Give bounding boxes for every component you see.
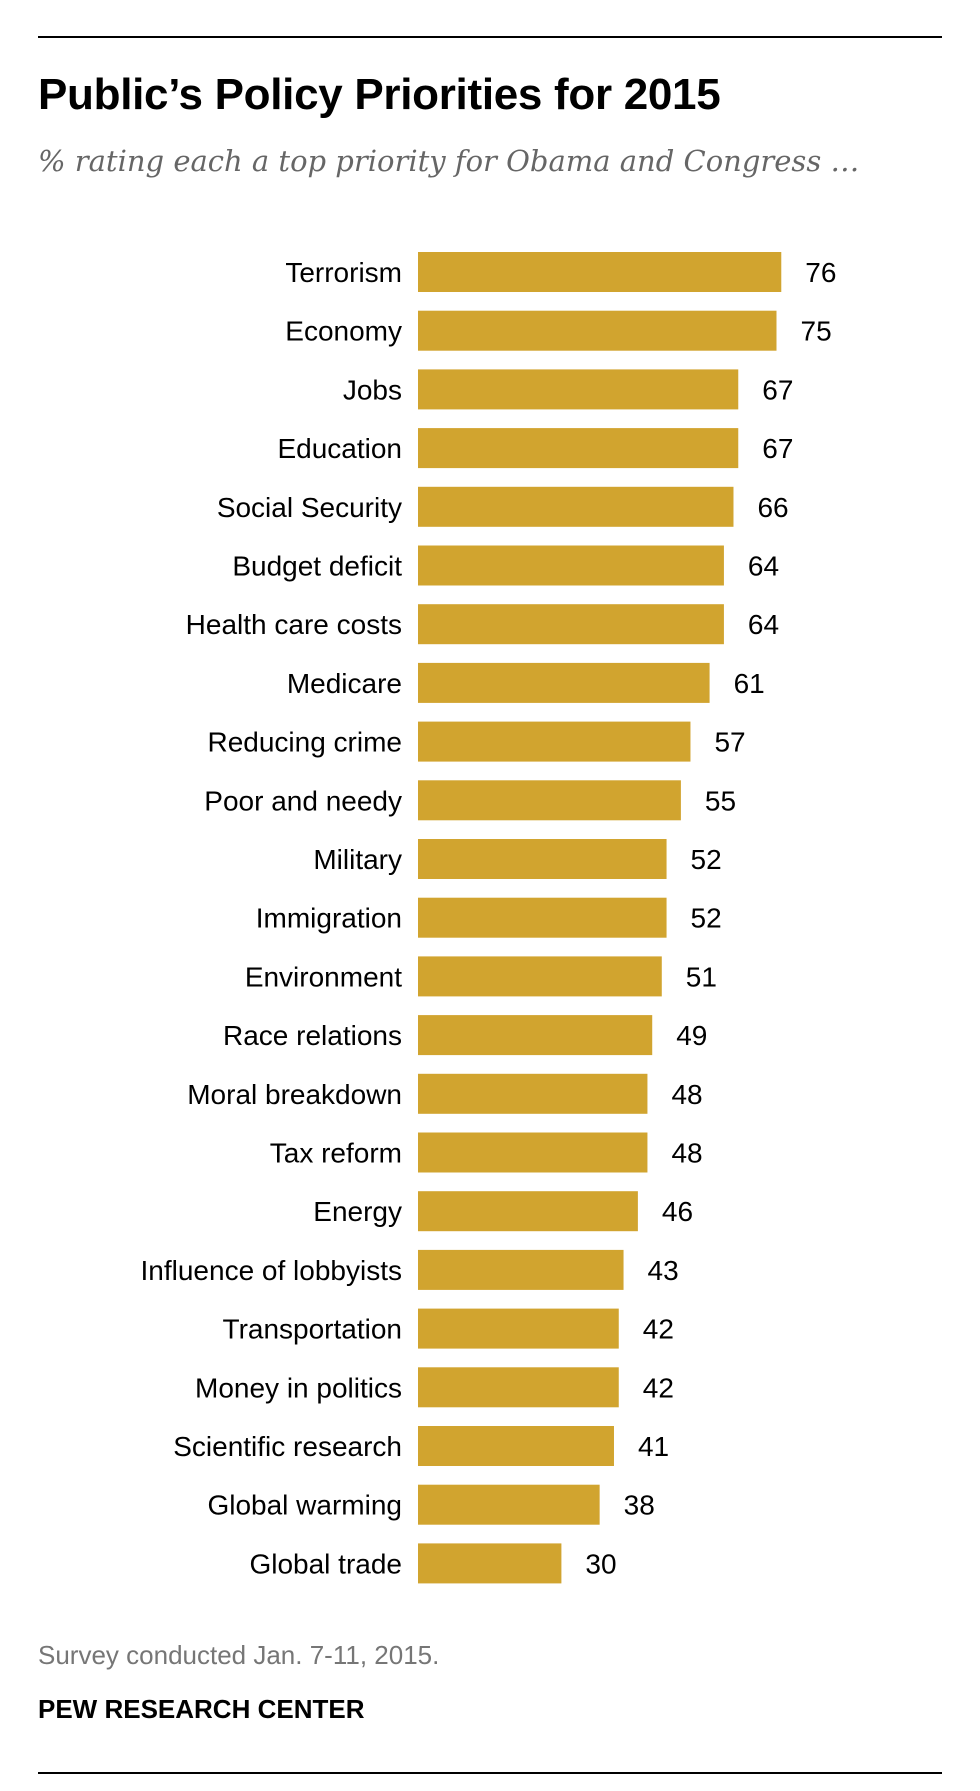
bar — [418, 1484, 600, 1525]
category-label: Medicare — [287, 668, 402, 699]
category-label: Terrorism — [285, 257, 402, 288]
bar — [418, 956, 662, 997]
bar — [418, 1132, 648, 1173]
bar — [418, 780, 681, 821]
value-label: 66 — [757, 492, 788, 523]
bar — [418, 897, 667, 938]
value-label: 76 — [805, 257, 836, 288]
category-label: Poor and needy — [204, 785, 402, 816]
value-label: 38 — [624, 1490, 655, 1521]
value-label: 42 — [643, 1314, 674, 1345]
category-label: Health care costs — [186, 609, 402, 640]
category-label: Reducing crime — [207, 727, 402, 758]
value-label: 49 — [676, 1020, 707, 1051]
bar-chart: Terrorism 76 Economy 75 Jobs 67 Education 67 Soc… — [141, 252, 836, 1584]
survey-note: Survey conducted Jan. 7-11, 2015. — [38, 1640, 440, 1670]
bar — [418, 1543, 562, 1584]
category-label: Race relations — [223, 1020, 402, 1051]
chart-title: Public’s Policy Priorities for 2015 — [38, 70, 721, 119]
value-label: 30 — [585, 1548, 616, 1579]
category-label: Money in politics — [195, 1372, 402, 1403]
category-label: Social Security — [217, 492, 402, 523]
bar — [418, 1073, 648, 1114]
value-label: 61 — [734, 668, 765, 699]
bar — [418, 1308, 619, 1349]
category-label: Immigration — [256, 903, 402, 934]
category-label: Moral breakdown — [187, 1079, 402, 1110]
bar — [418, 1426, 614, 1466]
value-label: 48 — [671, 1138, 702, 1169]
category-label: Environment — [245, 961, 402, 992]
value-label: 51 — [686, 961, 717, 992]
category-label: Education — [277, 433, 402, 464]
bar — [418, 604, 724, 645]
value-label: 42 — [643, 1372, 674, 1403]
category-label: Transportation — [223, 1314, 403, 1345]
bottom-rule — [38, 1772, 942, 1774]
value-label: 64 — [748, 609, 779, 640]
value-label: 55 — [705, 785, 736, 816]
value-label: 75 — [801, 316, 832, 347]
bar — [418, 428, 739, 469]
category-label: Tax reform — [270, 1138, 402, 1169]
bar — [418, 839, 667, 879]
category-label: Global warming — [207, 1490, 402, 1521]
chart-subtitle: % rating each a top priority for Obama a… — [38, 144, 860, 178]
category-label: Jobs — [343, 374, 402, 405]
category-label: Scientific research — [173, 1431, 402, 1462]
category-label: Economy — [285, 316, 402, 347]
bar — [418, 545, 724, 586]
value-label: 67 — [762, 433, 793, 464]
value-label: 57 — [714, 727, 745, 758]
value-label: 52 — [691, 844, 722, 875]
bar — [418, 721, 691, 762]
category-label: Military — [313, 844, 402, 875]
bar — [418, 310, 777, 351]
top-rule — [38, 36, 942, 38]
source-label: PEW RESEARCH CENTER — [38, 1694, 365, 1724]
value-label: 41 — [638, 1431, 669, 1462]
value-label: 43 — [648, 1255, 679, 1286]
bar — [418, 252, 782, 292]
value-label: 64 — [748, 551, 779, 582]
value-label: 67 — [762, 374, 793, 405]
bar — [418, 1367, 619, 1408]
category-label: Influence of lobbyists — [141, 1255, 403, 1286]
value-label: 48 — [671, 1079, 702, 1110]
category-label: Energy — [313, 1196, 402, 1227]
bar — [418, 1191, 638, 1232]
value-label: 52 — [691, 903, 722, 934]
category-label: Global trade — [249, 1548, 402, 1579]
bar — [418, 369, 739, 410]
category-label: Budget deficit — [232, 551, 402, 582]
bar — [418, 662, 710, 703]
bar — [418, 1015, 653, 1056]
bar — [418, 1249, 624, 1290]
bar — [418, 486, 734, 527]
value-label: 46 — [662, 1196, 693, 1227]
